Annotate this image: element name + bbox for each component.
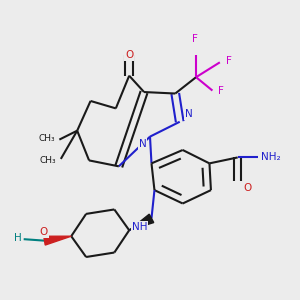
Text: O: O [40, 227, 48, 237]
Text: CH₃: CH₃ [40, 156, 56, 165]
Text: CH₃: CH₃ [38, 134, 55, 142]
Text: F: F [226, 56, 232, 66]
Text: N: N [139, 139, 146, 149]
Polygon shape [44, 236, 71, 245]
Text: NH₂: NH₂ [261, 152, 280, 162]
Text: N: N [185, 110, 193, 119]
Text: F: F [218, 85, 224, 96]
Text: O: O [125, 50, 133, 60]
Text: O: O [243, 183, 251, 193]
Text: NH: NH [131, 222, 147, 232]
Text: F: F [192, 34, 197, 44]
Text: H: H [14, 233, 21, 243]
Polygon shape [129, 214, 154, 230]
